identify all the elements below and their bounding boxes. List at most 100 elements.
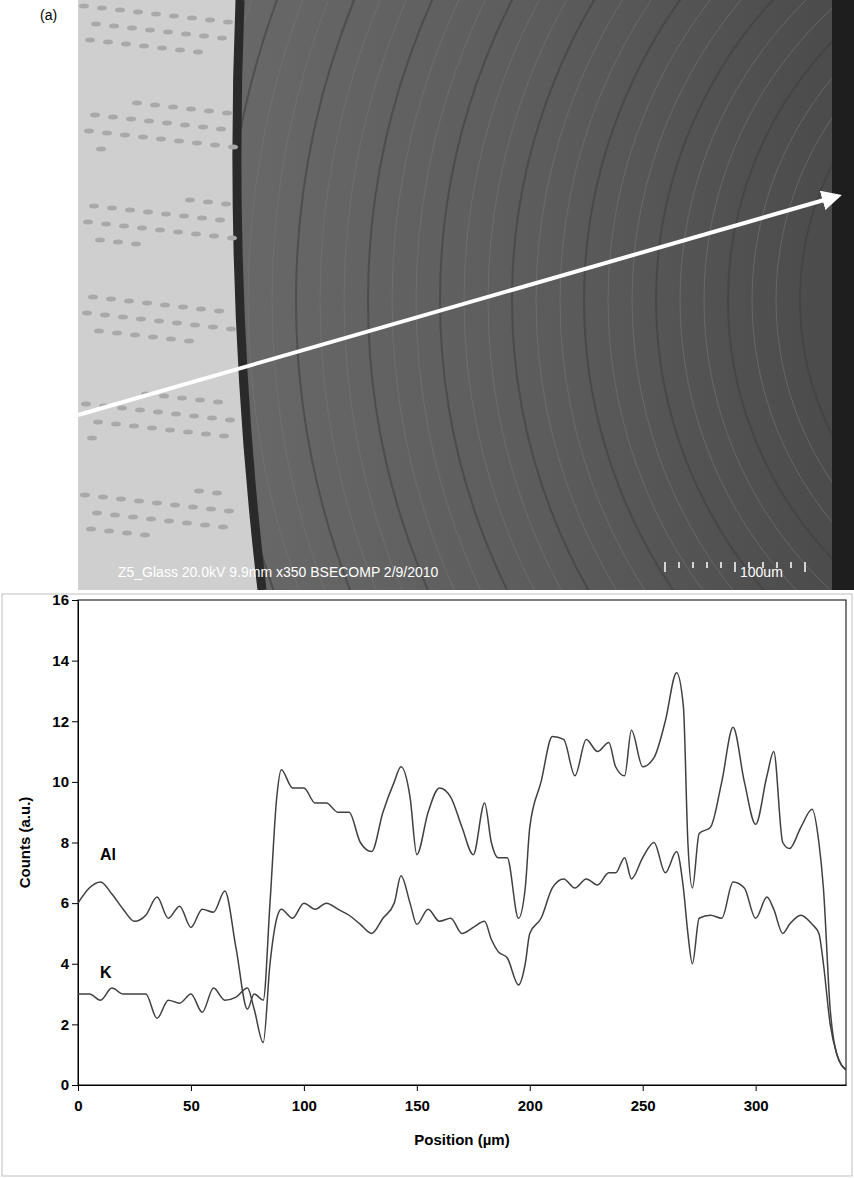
speckle (95, 238, 105, 243)
growth-band (464, 0, 854, 590)
y-tick-mark (72, 600, 78, 601)
speckle (184, 339, 194, 344)
y-tick-label: 6 (61, 894, 69, 911)
scale-tick (734, 562, 736, 572)
speckle (79, 4, 89, 9)
speckle (201, 432, 211, 437)
speckle (186, 107, 196, 112)
interface (237, 0, 262, 590)
x-tick: 250 (631, 1085, 656, 1114)
x-tick: 200 (518, 1085, 543, 1114)
speckle (107, 206, 117, 211)
lines (78, 673, 846, 1070)
speckle (192, 141, 202, 146)
scan-arrow (78, 196, 838, 415)
speckle (134, 499, 144, 504)
x-tick-mark (530, 1085, 531, 1091)
y-tick: 16 (52, 591, 78, 608)
y-tick-mark (72, 661, 78, 662)
speckle (101, 222, 111, 227)
speckle (218, 525, 228, 530)
speckle (166, 337, 176, 342)
x-tick-mark (78, 1085, 79, 1091)
x-tick-mark (417, 1085, 418, 1091)
x-tick: 300 (744, 1085, 769, 1114)
speckle (109, 24, 119, 29)
x-tick-label: 0 (74, 1097, 82, 1114)
speckle (83, 220, 93, 225)
speckle (106, 297, 116, 302)
x-tick: 100 (292, 1085, 317, 1114)
speckle (160, 303, 170, 308)
growth-band (78, 0, 854, 590)
growth-band (248, 0, 854, 590)
growth-band (440, 0, 854, 590)
speckle (225, 418, 235, 423)
speckle (164, 519, 174, 524)
speckle (97, 6, 107, 11)
speckle (96, 147, 106, 152)
speckle (138, 135, 148, 140)
speckle (129, 424, 139, 429)
scale-label: 100um (740, 564, 783, 580)
y-tick-mark (72, 782, 78, 783)
series-label: Al (100, 846, 116, 863)
y-axis-title: Counts (a.u.) (16, 797, 33, 889)
speckle (90, 113, 100, 118)
speckle (122, 531, 132, 536)
growth-band (536, 0, 854, 590)
speckle (82, 311, 92, 316)
scale-bar (665, 562, 805, 572)
x-tick-label: 150 (405, 1097, 430, 1114)
speckle (195, 398, 205, 403)
speckle (135, 408, 145, 413)
series-line (78, 673, 846, 1070)
speckle (177, 396, 187, 401)
growth-band (608, 0, 854, 590)
speckle (219, 434, 229, 439)
speckle (203, 200, 213, 205)
y-tick-label: 10 (52, 773, 69, 790)
speckle (124, 299, 134, 304)
x-tick-label: 50 (183, 1097, 200, 1114)
speckle (181, 32, 191, 37)
speckle (104, 529, 114, 534)
speckle (163, 30, 173, 35)
speckle (117, 406, 127, 411)
speckle (144, 119, 154, 124)
growth-band (200, 0, 854, 590)
speckle (150, 103, 160, 108)
x-tick-mark (643, 1085, 644, 1091)
speckle (140, 533, 150, 538)
speckle (94, 329, 104, 334)
panel-label: (a) (40, 7, 57, 23)
speckle (151, 12, 161, 17)
speckle (191, 232, 201, 237)
speckle (165, 428, 175, 433)
y-tick-label: 8 (61, 834, 69, 851)
growth-band (728, 0, 854, 590)
speckle (147, 426, 157, 431)
speckle (86, 527, 96, 532)
speckle (93, 420, 103, 425)
speckle (112, 331, 122, 336)
growth-band (488, 0, 854, 590)
y-tick: 0 (61, 1076, 78, 1093)
resin (832, 0, 854, 590)
speckle (196, 307, 206, 312)
scale-tick (804, 562, 806, 572)
speckle (193, 50, 203, 55)
speckle (217, 36, 227, 41)
speckle (80, 493, 90, 498)
speckle (145, 28, 155, 33)
speckle (143, 210, 153, 215)
speckle (146, 517, 156, 522)
y-tick-mark (72, 721, 78, 722)
growth-band (512, 0, 854, 590)
speckle (111, 422, 121, 427)
speckle (183, 430, 193, 435)
speckle (214, 309, 224, 314)
speckle (185, 198, 195, 203)
scale-tick (692, 562, 694, 568)
speckle (169, 14, 179, 19)
